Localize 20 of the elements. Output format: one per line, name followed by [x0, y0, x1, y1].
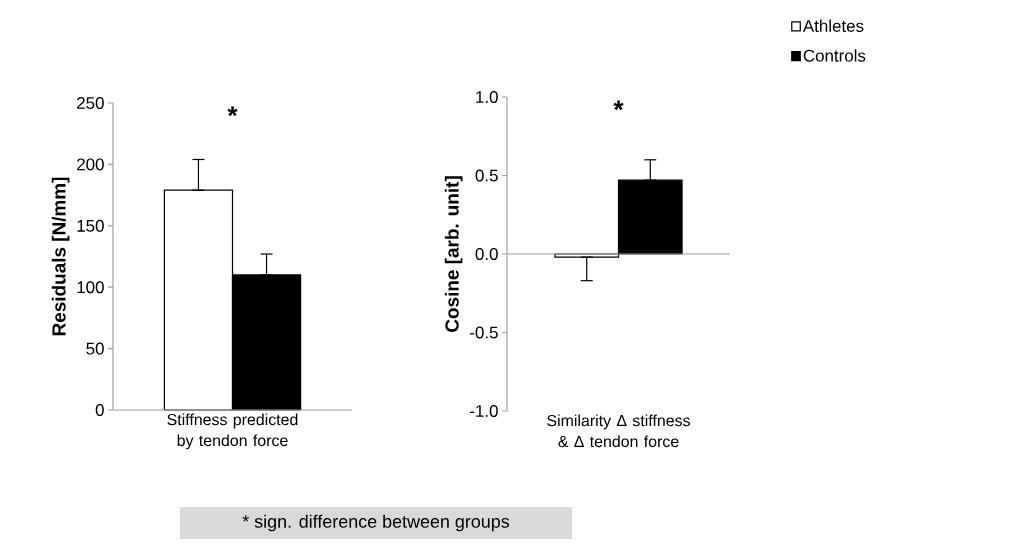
- y-tick-label: 250: [77, 97, 104, 109]
- legend-label: Controls: [803, 49, 866, 62]
- y-tick-label: 100: [77, 281, 104, 294]
- y-tick-label: 0: [95, 404, 104, 416]
- y-axis-title: Cosine [arb. unit]: [444, 176, 463, 332]
- y-tick-label: -0.5: [470, 326, 498, 339]
- y-axis-title: Residuals [N/mm]: [51, 177, 70, 336]
- x-tick-label: Stiffness predicted by tendon force: [167, 413, 298, 450]
- x-tick-label: Similarity Δ stiffness & Δ tendon force: [547, 414, 690, 448]
- text: * sign. difference between groups: [242, 514, 510, 532]
- legend-label: Athletes: [802, 19, 864, 32]
- y-tick-label: 200: [77, 158, 104, 171]
- y-tick-label: 0.5: [475, 169, 498, 182]
- y-tick-label: -1.0: [470, 405, 498, 417]
- y-tick-label: 0.0: [475, 248, 498, 260]
- y-tick-label: 50: [86, 342, 104, 355]
- annotation: *: [227, 106, 238, 117]
- y-tick-label: 1.0: [476, 91, 498, 103]
- y-tick-label: 150: [77, 219, 104, 232]
- annotation: *: [613, 100, 624, 111]
